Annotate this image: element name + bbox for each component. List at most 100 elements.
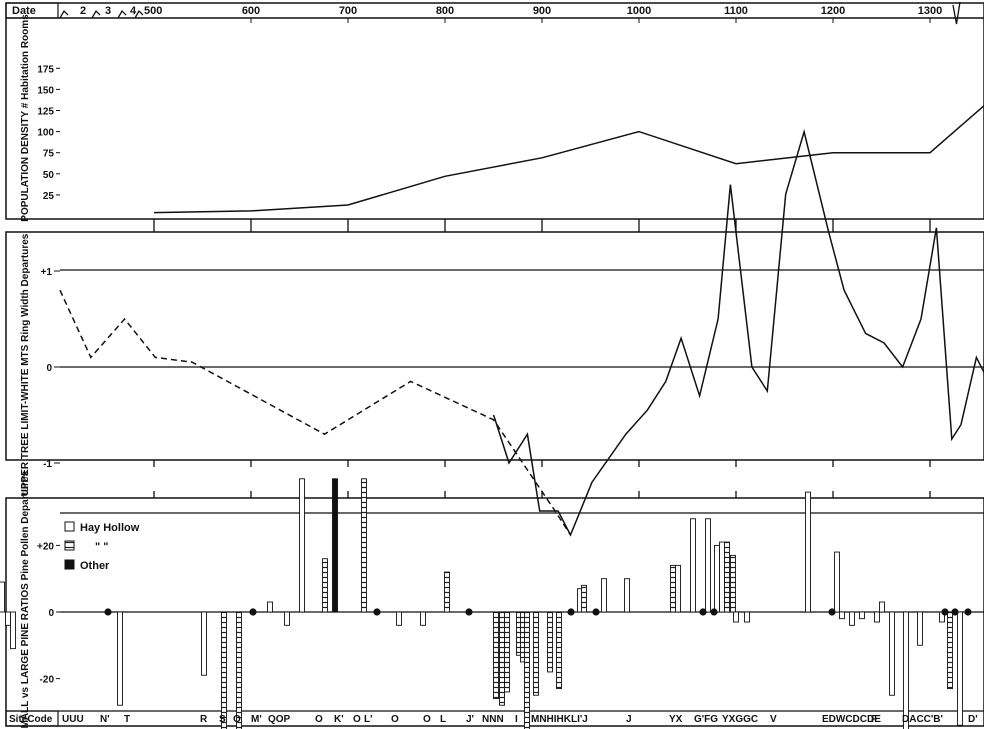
bar bbox=[874, 611, 880, 623]
site-dot bbox=[465, 608, 473, 616]
bar bbox=[705, 518, 711, 613]
bar bbox=[744, 611, 750, 623]
site-code-label: L bbox=[440, 714, 446, 725]
y-tick-label: 75 bbox=[43, 149, 55, 160]
site-code-label: O bbox=[423, 714, 431, 725]
series-line bbox=[153, 104, 984, 214]
site-dot bbox=[104, 608, 112, 616]
site-code-label: O bbox=[233, 714, 241, 725]
axis-break-mark bbox=[952, 1, 961, 25]
legend-swatch-hatched bbox=[64, 540, 75, 551]
pollen-y-label: SMALL vs LARGE PINE RATIOS Pine Pollen D… bbox=[20, 471, 31, 729]
site-code-label: D' bbox=[968, 714, 978, 725]
site-dot bbox=[941, 608, 949, 616]
bar bbox=[556, 611, 562, 690]
site-code-label: EDWCDCDE bbox=[822, 714, 881, 725]
y-tick-label: 0 bbox=[48, 608, 54, 619]
site-dot bbox=[951, 608, 959, 616]
bar bbox=[221, 611, 227, 729]
site-code-label: MNHIHKLI'J bbox=[531, 714, 588, 725]
bar bbox=[849, 611, 855, 626]
date-label: Date bbox=[12, 5, 36, 17]
site-code-label: K' bbox=[334, 714, 344, 725]
bar bbox=[624, 578, 630, 613]
bar bbox=[879, 601, 885, 613]
axis-break-mark bbox=[59, 9, 69, 19]
bar bbox=[267, 601, 273, 613]
bar bbox=[675, 564, 681, 613]
axis-break-mark bbox=[117, 9, 127, 19]
bar bbox=[889, 611, 895, 696]
bar bbox=[834, 551, 840, 613]
date-tick-label: 500 bbox=[144, 5, 162, 17]
y-tick-label: 25 bbox=[43, 191, 55, 202]
site-code-label: O bbox=[391, 714, 399, 725]
site-dot bbox=[249, 608, 257, 616]
date-tick-label: 900 bbox=[533, 5, 551, 17]
site-code-label: T bbox=[124, 714, 130, 725]
y-tick-label: 100 bbox=[37, 128, 54, 139]
bar bbox=[724, 541, 730, 613]
y-tick-label: -1 bbox=[43, 459, 52, 470]
site-code-label: F bbox=[871, 714, 877, 725]
bar bbox=[361, 478, 367, 613]
site-code-label: UUU bbox=[62, 714, 84, 725]
bar bbox=[690, 518, 696, 613]
date-tick-label: 600 bbox=[242, 5, 260, 17]
date-tick-label: 1200 bbox=[821, 5, 845, 17]
bar bbox=[714, 544, 720, 613]
bar bbox=[839, 611, 845, 620]
y-tick-label: 175 bbox=[37, 64, 54, 75]
y-tick-label: 150 bbox=[37, 85, 54, 96]
site-code-label: YX bbox=[669, 714, 683, 725]
date-tick-label: 2 bbox=[80, 5, 86, 17]
bar bbox=[730, 554, 736, 613]
bar bbox=[493, 611, 499, 700]
legend-label-other: Other bbox=[80, 560, 110, 572]
site-dot bbox=[699, 608, 707, 616]
site-code-label: J bbox=[626, 714, 632, 725]
legend-swatch-hay-hollow bbox=[64, 521, 75, 532]
bar bbox=[719, 541, 725, 613]
date-label-box bbox=[5, 2, 59, 19]
site-code-label: V bbox=[770, 714, 777, 725]
ringwidth-y-label: UPPER TREE LIMIT-WHITE MTS Ring Width De… bbox=[20, 233, 31, 496]
site-dot bbox=[710, 608, 718, 616]
bar bbox=[5, 611, 11, 626]
bar bbox=[444, 571, 450, 613]
site-code-label: G'FG bbox=[694, 714, 718, 725]
legend-label-hatched: " " bbox=[95, 541, 109, 553]
y-tick-label: -20 bbox=[40, 675, 55, 686]
site-code-label: M' bbox=[251, 714, 262, 725]
bar bbox=[332, 478, 338, 613]
bar bbox=[396, 611, 402, 626]
site-code-label: L' bbox=[364, 714, 373, 725]
y-tick-label: 50 bbox=[43, 170, 55, 181]
bar bbox=[117, 611, 123, 706]
y-tick-label: +1 bbox=[41, 267, 53, 278]
bar bbox=[201, 611, 207, 676]
date-tick-label: 1000 bbox=[627, 5, 651, 17]
site-code-label: S bbox=[219, 714, 226, 725]
bar bbox=[805, 491, 811, 613]
bar bbox=[10, 611, 16, 650]
panel-population-frame bbox=[5, 2, 984, 220]
site-code-label: J' bbox=[466, 714, 474, 725]
date-tick-label: 1300 bbox=[918, 5, 942, 17]
bar bbox=[499, 611, 505, 706]
bar bbox=[917, 611, 923, 646]
panel-ringwidth-frame bbox=[5, 231, 984, 461]
bar bbox=[581, 584, 587, 613]
bar bbox=[524, 611, 530, 729]
site-dot bbox=[828, 608, 836, 616]
population-y-label: POPULATION DENSITY # Habitation Rooms bbox=[20, 14, 31, 222]
legend-swatch-other bbox=[64, 559, 75, 570]
bar bbox=[533, 611, 539, 696]
site-code-label: R bbox=[200, 714, 208, 725]
site-code-label: NNN bbox=[482, 714, 504, 725]
site-dot bbox=[373, 608, 381, 616]
sitecode-label: SiteCode bbox=[9, 714, 53, 725]
site-code-label: YXGGC bbox=[722, 714, 758, 725]
bar bbox=[957, 611, 963, 726]
